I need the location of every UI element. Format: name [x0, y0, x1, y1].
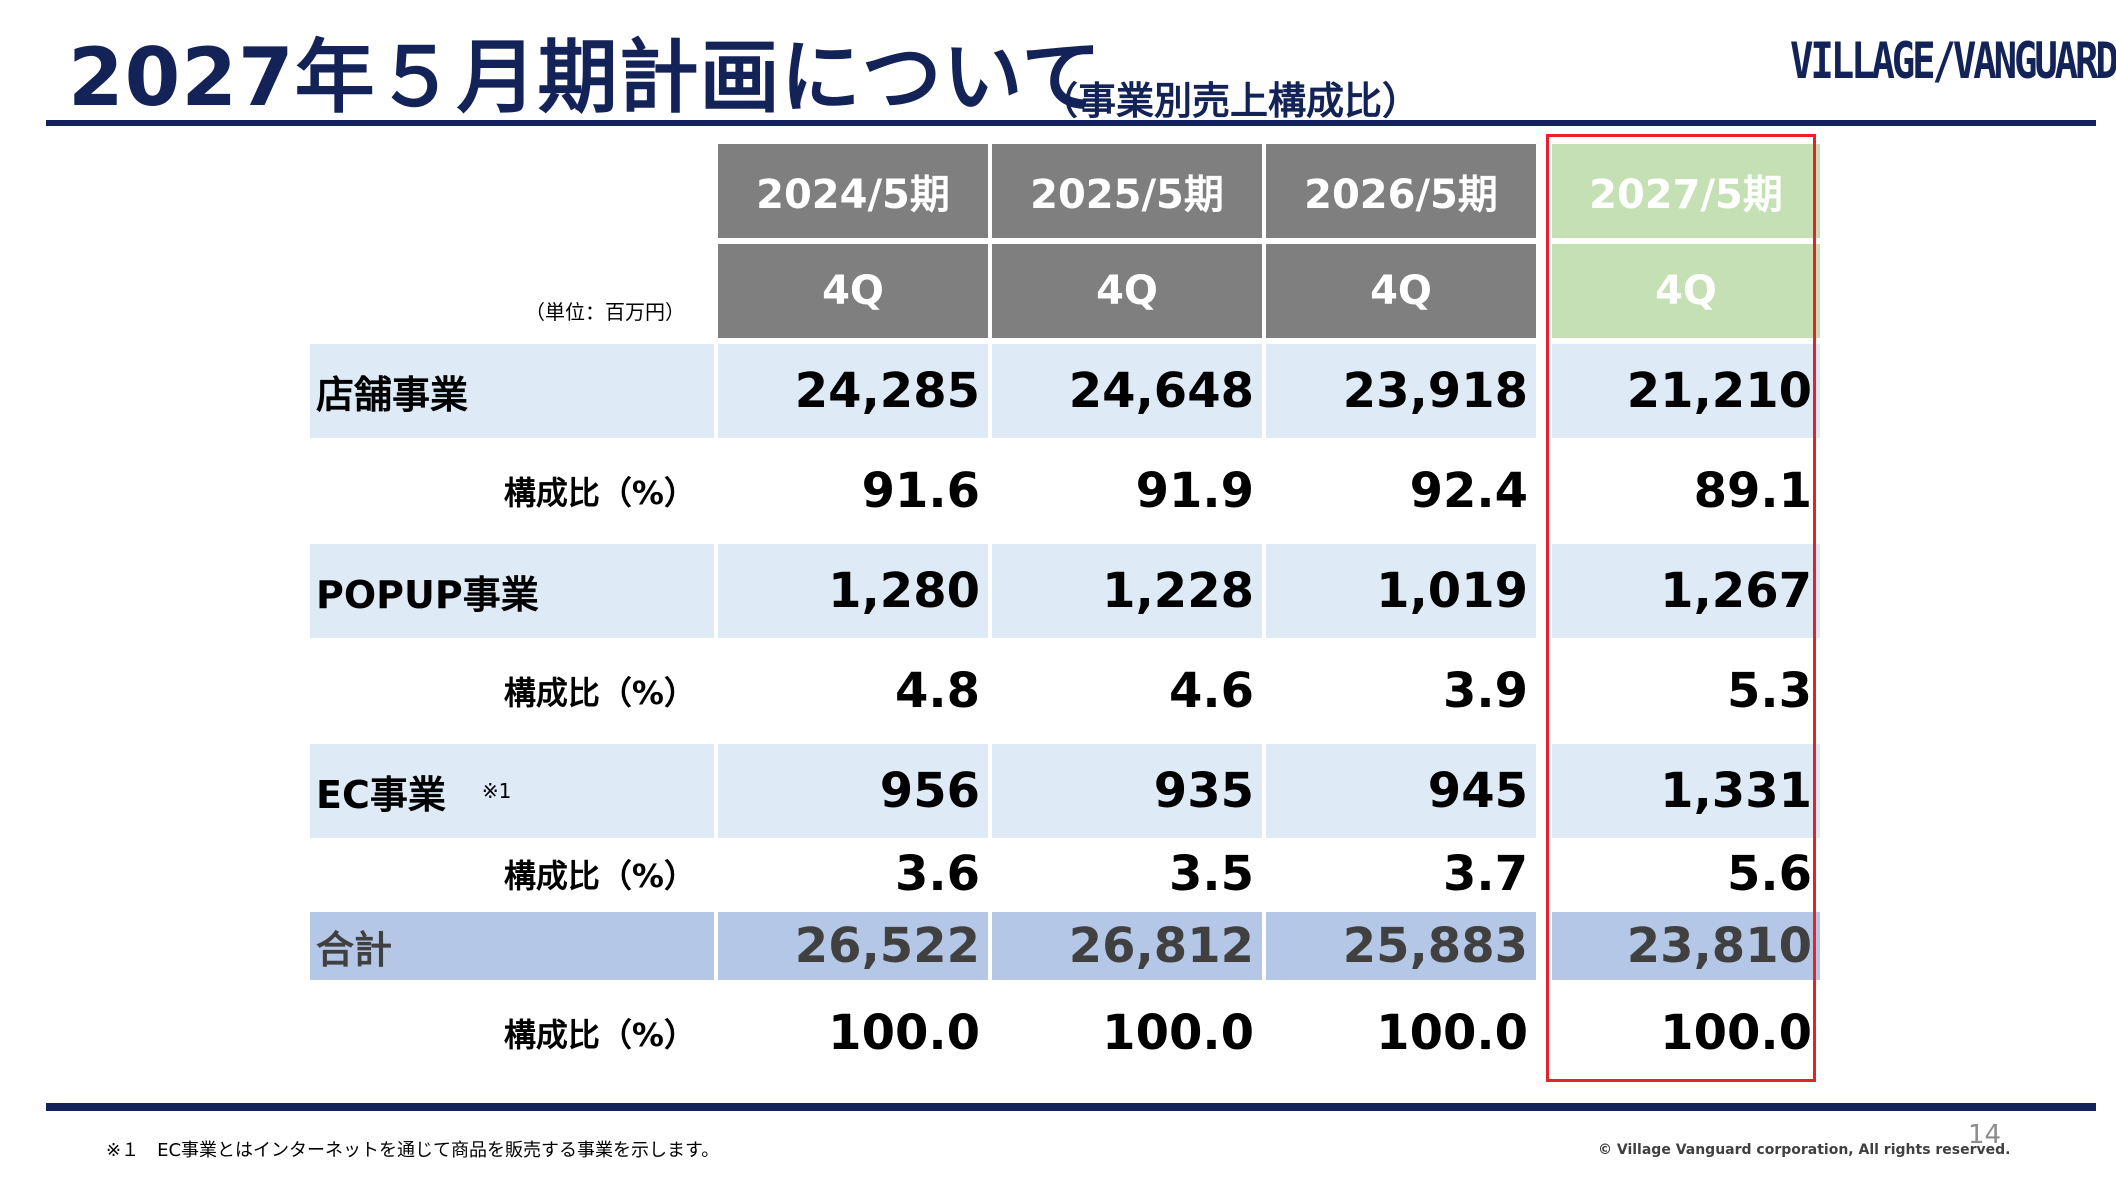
row-label-ratio: 構成比（%）: [503, 1016, 696, 1054]
table-cell: 3.5: [1168, 846, 1254, 902]
row-label-popup: POPUP事業: [310, 544, 714, 638]
table-cell: 956: [718, 744, 988, 838]
table-cell: 4.8: [894, 663, 980, 719]
table-cell: 23,810: [1552, 912, 1820, 980]
plan-column-highlight: [1546, 134, 1816, 1082]
row-label-ratio: 構成比（%）: [503, 474, 696, 512]
footnote: ※１ EC事業とはインターネットを通じて商品を販売する事業を示します。: [106, 1140, 720, 1161]
col-header-quarter: 4Q: [992, 244, 1262, 338]
table-cell: 4.6: [1168, 663, 1254, 719]
table-cell: 935: [992, 744, 1262, 838]
row-label-ec-text: EC事業: [316, 772, 446, 817]
row-label-ratio: 構成比（%）: [503, 857, 696, 895]
row-label-ec: EC事業 ※1: [310, 744, 714, 838]
col-header-quarter-plan: 4Q: [1552, 244, 1820, 338]
table-cell: 100.0: [1376, 1005, 1528, 1061]
copyright: © Village Vanguard corporation, All righ…: [1598, 1142, 2011, 1158]
page-subtitle: （事業別売上構成比）: [1040, 79, 1421, 123]
table-cell: 92.4: [1409, 463, 1528, 519]
company-logo: VILLAGE/VANGUARD: [1790, 32, 2116, 90]
table-cell: 100.0: [1102, 1005, 1254, 1061]
table-cell: 1,019: [1266, 544, 1536, 638]
table-cell: 3.7: [1442, 846, 1528, 902]
unit-label: （単位：百万円）: [525, 300, 685, 324]
table-cell: 945: [1266, 744, 1536, 838]
top-divider: [46, 120, 2096, 126]
table-cell: 91.6: [861, 463, 980, 519]
table-cell: 1,267: [1552, 544, 1820, 638]
col-header-period: 2024/5期: [718, 144, 988, 238]
col-header-period-plan: 2027/5期: [1552, 144, 1820, 238]
table-cell: 26,522: [718, 912, 988, 980]
footnote-marker: ※1: [481, 779, 512, 803]
table-cell: 5.3: [1726, 663, 1812, 719]
table-cell: 26,812: [992, 912, 1262, 980]
table-cell: 5.6: [1726, 846, 1812, 902]
col-header-quarter: 4Q: [1266, 244, 1536, 338]
table-cell: 24,285: [718, 344, 988, 438]
row-label-total: 合計: [310, 912, 714, 980]
row-label-store: 店舗事業: [310, 344, 714, 438]
col-header-period: 2025/5期: [992, 144, 1262, 238]
table-cell: 1,280: [718, 544, 988, 638]
table-cell: 21,210: [1552, 344, 1820, 438]
table-cell: 1,331: [1552, 744, 1820, 838]
table-cell: 100.0: [828, 1005, 980, 1061]
table-cell: 23,918: [1266, 344, 1536, 438]
table-cell: 24,648: [992, 344, 1262, 438]
table-cell: 91.9: [1135, 463, 1254, 519]
row-label-ratio: 構成比（%）: [503, 674, 696, 712]
table-cell: 1,228: [992, 544, 1262, 638]
bottom-divider: [46, 1103, 2096, 1111]
col-header-period: 2026/5期: [1266, 144, 1536, 238]
page-number: 14: [1968, 1120, 2002, 1150]
table-cell: 3.6: [894, 846, 980, 902]
table-cell: 89.1: [1693, 463, 1812, 519]
page-title: 2027年５月期計画について: [68, 31, 1103, 124]
table-cell: 100.0: [1660, 1005, 1812, 1061]
table-cell: 3.9: [1442, 663, 1528, 719]
table-cell: 25,883: [1266, 912, 1536, 980]
col-header-quarter: 4Q: [718, 244, 988, 338]
